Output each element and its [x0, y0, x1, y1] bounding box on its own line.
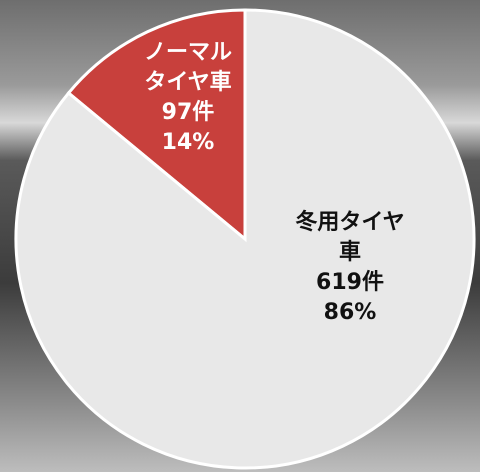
percent-label: 86%: [323, 300, 377, 325]
slice-label: 冬用タイヤ車 619件 86%: [285, 208, 415, 328]
pie-slice: [66, 8, 247, 243]
category-label: 冬用タイヤ車: [295, 210, 405, 265]
slice-label: ノーマル タイヤ車 97件 14%: [144, 38, 232, 158]
category-label: ノーマル タイヤ車: [143, 40, 233, 95]
count-label: 97件: [161, 100, 215, 125]
count-label: 619件: [316, 270, 384, 295]
percent-label: 14%: [161, 130, 215, 155]
pie-slice: [14, 8, 476, 470]
